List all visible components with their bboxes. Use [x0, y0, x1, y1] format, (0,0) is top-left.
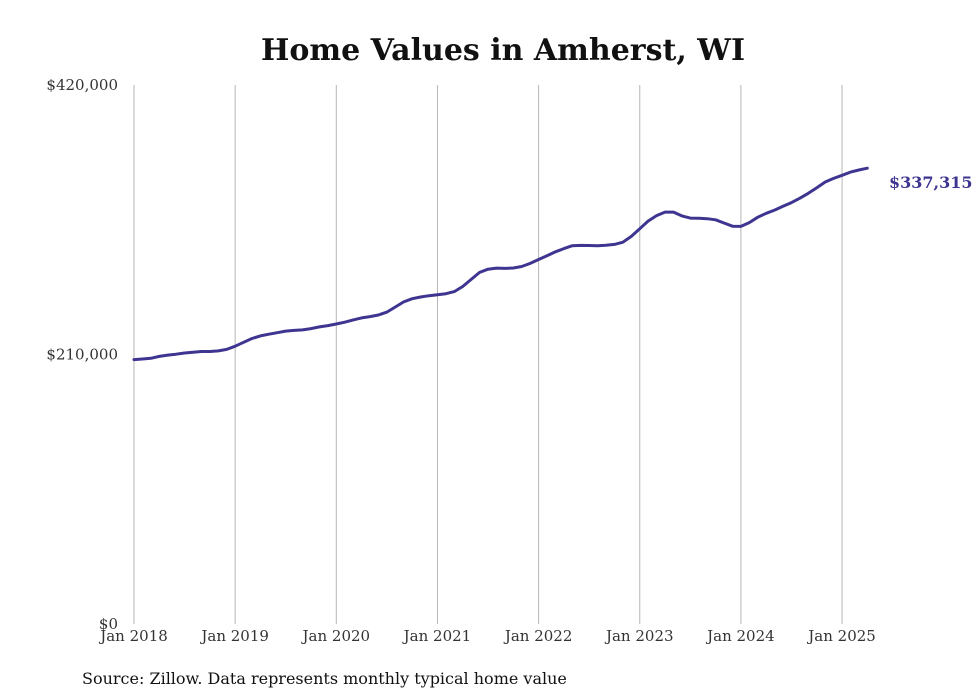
series-line: [132, 166, 869, 362]
x-tick-label: Jan 2018: [98, 627, 168, 645]
x-tick-label: Jan 2020: [301, 627, 371, 645]
y-tick-label: $0: [99, 615, 118, 633]
x-tick-label: Jan 2023: [604, 627, 674, 645]
x-tick-label: Jan 2025: [806, 627, 876, 645]
y-axis-ticks: $0 $210,000 $420,000: [46, 76, 118, 633]
chart-title: Home Values in Amherst, WI: [261, 33, 745, 68]
x-tick-label: Jan 2021: [402, 627, 472, 645]
x-tick-label: Jan 2024: [705, 627, 775, 645]
y-tick-label: $420,000: [46, 76, 118, 94]
grid-lines: [133, 85, 843, 624]
y-tick-label: $210,000: [46, 346, 118, 364]
source-note: Source: Zillow. Data represents monthly …: [82, 669, 567, 688]
x-tick-label: Jan 2019: [199, 627, 269, 645]
end-value-label: $337,315: [889, 173, 973, 192]
series-layer: [132, 166, 869, 362]
x-tick-label: Jan 2022: [503, 627, 573, 645]
x-axis-ticks: Jan 2018 Jan 2019 Jan 2020 Jan 2021 Jan 2022…: [98, 627, 876, 645]
